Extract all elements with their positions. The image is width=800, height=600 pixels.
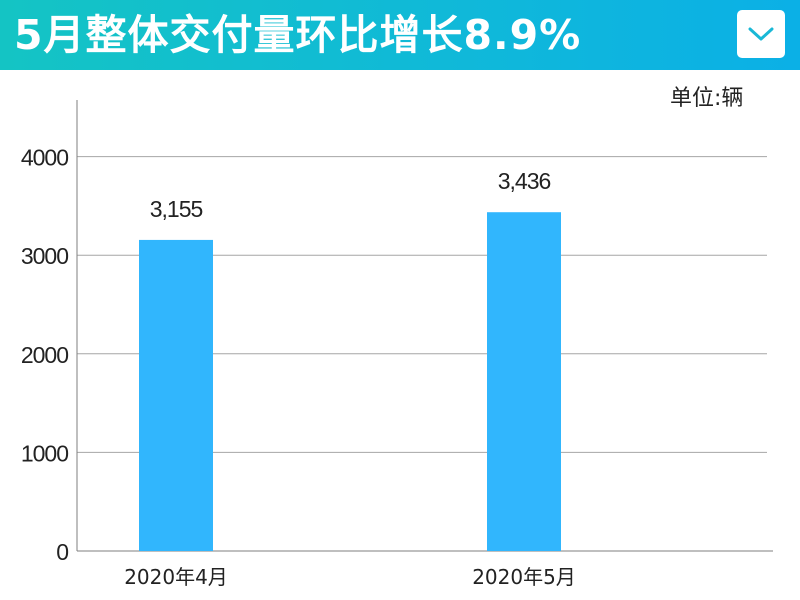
y-tick-label: 0 (56, 539, 68, 565)
y-tick-label: 2000 (21, 342, 68, 368)
bar (139, 239, 213, 552)
y-tick-label: 4000 (21, 145, 68, 171)
data-label: 3,436 (498, 168, 551, 194)
bar-chart: 0 1000 2000 3000 4000 3,155 2020年4月 3,436 2020年5… (21, 100, 773, 589)
y-tick-label: 1000 (21, 440, 68, 466)
header-bar: 5月整体交付量环比增长8.9% (0, 0, 800, 70)
chart-title: 5月整体交付量环比增长8.9% (14, 11, 582, 59)
data-label: 3,155 (150, 196, 203, 222)
bar (487, 212, 561, 552)
x-tick-label: 2020年5月 (472, 565, 576, 589)
dropdown-button[interactable] (737, 10, 785, 58)
chevron-down-icon (748, 27, 774, 41)
x-tick-label: 2020年4月 (124, 565, 228, 589)
unit-label: 单位:辆 (670, 86, 744, 111)
y-tick-label: 3000 (21, 243, 68, 269)
